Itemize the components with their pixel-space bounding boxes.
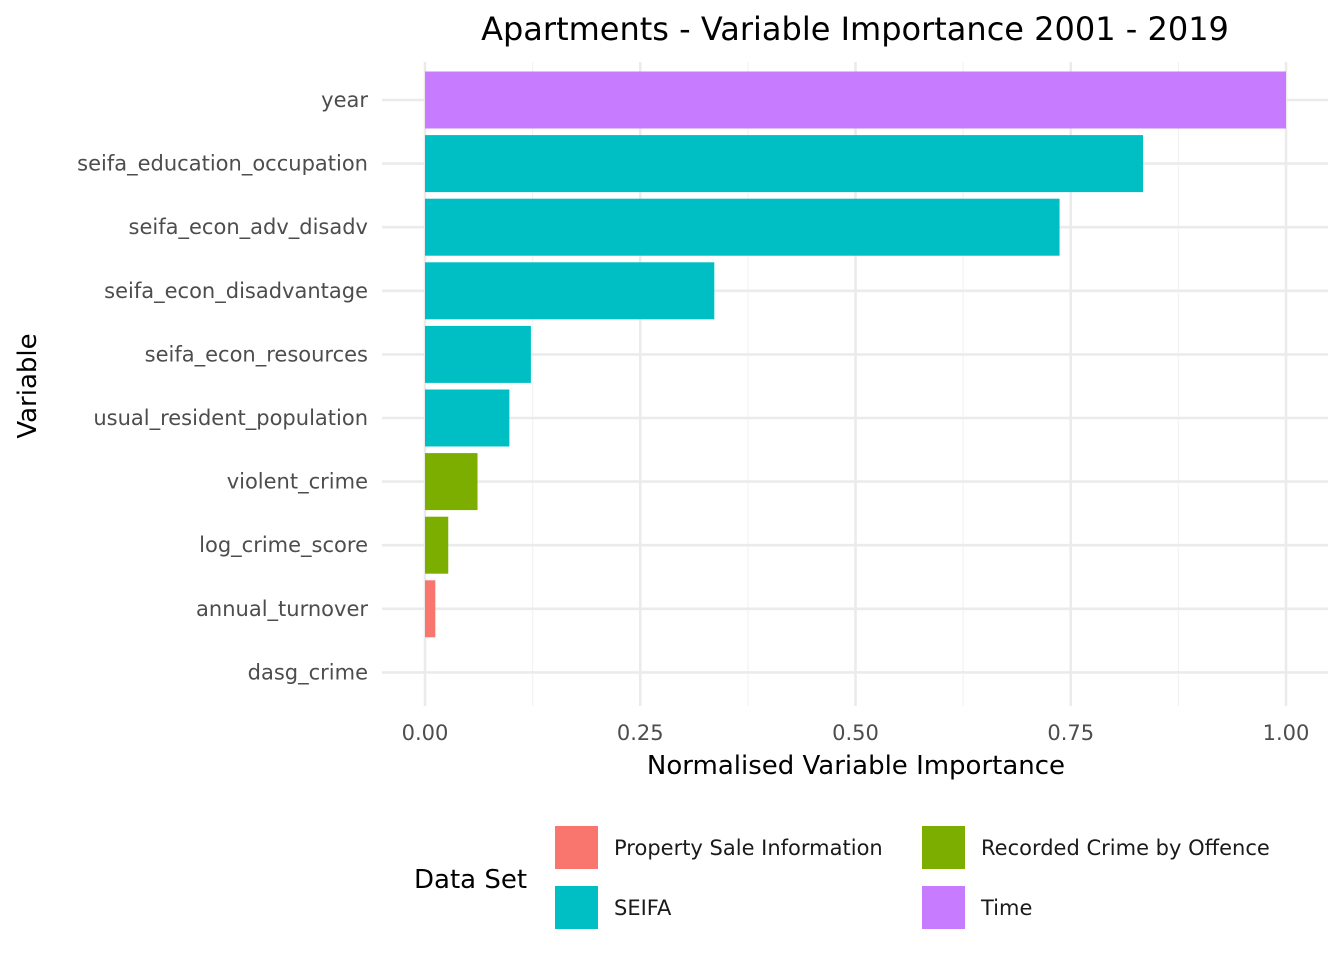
- x-tick-label: 0.00: [402, 721, 449, 745]
- y-tick-label: seifa_econ_disadvantage: [104, 279, 368, 304]
- x-tick-label: 0.75: [1047, 721, 1094, 745]
- y-tick-label: violent_crime: [227, 470, 368, 495]
- x-tick-label: 1.00: [1263, 721, 1310, 745]
- legend-swatch: [555, 886, 598, 929]
- x-tick-label: 0.25: [617, 721, 664, 745]
- y-tick-label: seifa_education_occupation: [77, 152, 368, 177]
- legend-swatch: [555, 826, 598, 869]
- y-tick-label: log_crime_score: [199, 533, 368, 558]
- legend-swatch: [922, 886, 965, 929]
- bar: [425, 325, 531, 383]
- y-tick-label: usual_resident_population: [93, 406, 368, 431]
- bars: [425, 71, 1286, 638]
- bar: [425, 135, 1144, 193]
- y-tick-label: dasg_crime: [248, 660, 368, 685]
- legend-title: Data Set: [414, 865, 527, 895]
- y-tick-label: annual_turnover: [196, 597, 368, 622]
- bar: [425, 453, 478, 511]
- y-tick-labels: year seifa_education_occupation seifa_econ…: [77, 88, 368, 685]
- legend-label: SEIFA: [614, 896, 672, 920]
- legend-label: Recorded Crime by Offence: [981, 836, 1270, 860]
- x-axis-title: Normalised Variable Importance: [647, 751, 1065, 781]
- bar: [425, 198, 1060, 256]
- bar: [425, 262, 715, 320]
- bar: [425, 516, 449, 574]
- legend-swatch: [922, 826, 965, 869]
- y-tick-label: seifa_econ_resources: [145, 342, 368, 367]
- y-axis-title: Variable: [13, 333, 43, 438]
- bar: [425, 71, 1286, 129]
- y-tick-label: seifa_econ_adv_disadv: [129, 215, 368, 240]
- bar: [425, 580, 436, 638]
- legend-label: Property Sale Information: [614, 836, 883, 860]
- legend: Data Set Property Sale Information Record…: [414, 826, 1270, 929]
- x-tick-label: 0.50: [832, 721, 879, 745]
- y-tick-label: year: [321, 88, 368, 112]
- chart-title: Apartments - Variable Importance 2001 - …: [481, 10, 1229, 48]
- bar: [425, 389, 510, 447]
- x-tick-labels: 0.00 0.25 0.50 0.75 1.00: [402, 721, 1310, 745]
- legend-label: Time: [980, 896, 1032, 920]
